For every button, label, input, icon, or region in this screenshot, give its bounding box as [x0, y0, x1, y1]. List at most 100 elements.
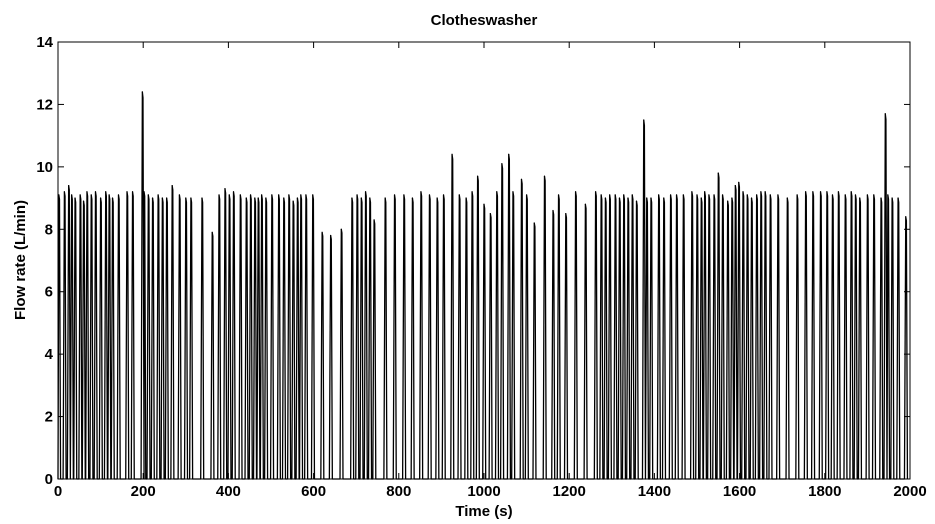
- flow-peak-point: [658, 194, 660, 196]
- series-line: [57, 91, 909, 480]
- flow-peak-point: [477, 175, 479, 177]
- flow-peak-point: [411, 197, 414, 199]
- flow-peak-point: [436, 197, 438, 199]
- flow-peak-point: [826, 191, 828, 193]
- flow-peak-point: [312, 194, 314, 196]
- flow-peak-point: [224, 188, 226, 190]
- flow-peak-point: [880, 197, 882, 199]
- flow-peak-point: [552, 209, 554, 212]
- flow-peak-point: [866, 194, 869, 196]
- flow-peak-point: [58, 194, 60, 196]
- flow-peak-point: [713, 194, 715, 196]
- x-tick-label: 1600: [723, 483, 756, 500]
- flow-peak-point: [721, 194, 724, 196]
- flow-peak-point: [321, 231, 323, 234]
- flow-peak-point: [296, 197, 299, 199]
- flow-peak-point: [805, 191, 807, 193]
- x-tick-label: 1000: [467, 483, 500, 500]
- flow-peak-point: [727, 200, 729, 202]
- flow-peak-point: [669, 194, 672, 196]
- flow-peak-point: [283, 197, 285, 199]
- flow-peak-point: [796, 194, 798, 196]
- y-axis-title: Flow rate (L/min): [12, 200, 29, 320]
- flow-peak-point: [850, 191, 852, 193]
- flow-peak-point: [543, 175, 546, 177]
- flow-peak-point: [837, 191, 840, 193]
- x-tick-label: 1200: [553, 483, 586, 500]
- flow-peak-point: [696, 194, 698, 196]
- x-tick-label: 1800: [808, 483, 841, 500]
- flow-peak-point: [704, 191, 706, 193]
- flow-peak-point: [105, 191, 107, 193]
- flow-peak-point: [623, 194, 625, 196]
- flow-peak-point: [364, 191, 367, 193]
- flow-peak-point: [609, 194, 611, 196]
- flow-peak-point: [420, 191, 422, 193]
- flow-peak-point: [428, 194, 431, 196]
- flow-peak-point: [254, 197, 256, 199]
- flow-peak-point: [496, 191, 498, 193]
- flow-peak-point: [393, 194, 396, 196]
- flow-peak-point: [373, 219, 375, 221]
- flow-peak-point: [71, 194, 73, 196]
- flow-peak-point: [330, 234, 332, 237]
- flow-peak-point: [211, 231, 213, 234]
- flow-peak-point: [812, 191, 814, 193]
- flow-peak-point: [565, 213, 567, 215]
- flow-peak-point: [854, 194, 857, 196]
- y-tick-label: 8: [45, 221, 53, 238]
- flow-peak-point: [178, 194, 181, 196]
- flow-peak-point: [533, 222, 535, 224]
- flow-peak-point: [278, 194, 280, 196]
- flow-peak-point: [646, 197, 648, 199]
- flow-peak-point: [351, 197, 353, 199]
- y-tick-label: 0: [45, 471, 53, 488]
- flow-peak-point: [831, 194, 834, 196]
- flow-peak-point: [501, 163, 503, 165]
- flow-peak-point: [257, 197, 259, 199]
- flow-peak-point: [584, 203, 586, 205]
- y-tick-label: 12: [36, 96, 53, 113]
- flow-peak-point: [574, 191, 577, 193]
- flow-peak-point: [82, 200, 85, 202]
- flow-peak-point: [265, 197, 267, 199]
- flow-peak-point: [760, 191, 762, 193]
- flow-peak-point: [717, 172, 719, 174]
- flow-peak-point: [604, 197, 607, 199]
- flow-peak-point: [239, 194, 241, 196]
- flow-peak-point: [143, 191, 145, 193]
- flow-peak-point: [512, 191, 514, 193]
- flow-peak-point: [731, 197, 733, 199]
- flow-peak-point: [708, 194, 710, 196]
- flow-peak-point: [691, 191, 693, 193]
- series-layer: [57, 91, 909, 480]
- flow-peak-point: [201, 197, 203, 199]
- flow-peak-point: [147, 194, 149, 196]
- flow-peak-point: [764, 191, 766, 193]
- flow-peak-point: [786, 197, 788, 199]
- flow-peak-point: [340, 228, 342, 230]
- y-tick-label: 2: [45, 409, 53, 426]
- flow-peak-point: [746, 194, 748, 196]
- flow-peak-point: [356, 194, 358, 196]
- flow-peak-point: [526, 194, 528, 196]
- flow-peak-point: [86, 191, 88, 193]
- flow-peak-point: [369, 197, 371, 199]
- flow-peak-point: [471, 191, 473, 193]
- flow-peak-point: [305, 194, 307, 196]
- x-tick-label: 0: [54, 483, 62, 500]
- flow-peak-point: [108, 194, 110, 196]
- flow-peak-point: [458, 194, 460, 196]
- flow-peak-point: [74, 197, 76, 199]
- flow-peak-point: [508, 153, 510, 155]
- flow-peak-point: [891, 197, 893, 199]
- flow-peak-point: [635, 200, 638, 202]
- x-tick-label: 600: [301, 483, 326, 500]
- flow-peak-point: [141, 91, 143, 93]
- flow-peak-point: [151, 197, 154, 199]
- flow-peak-point: [117, 194, 120, 196]
- flow-peak-point: [844, 194, 846, 196]
- flow-peak-point: [292, 200, 294, 202]
